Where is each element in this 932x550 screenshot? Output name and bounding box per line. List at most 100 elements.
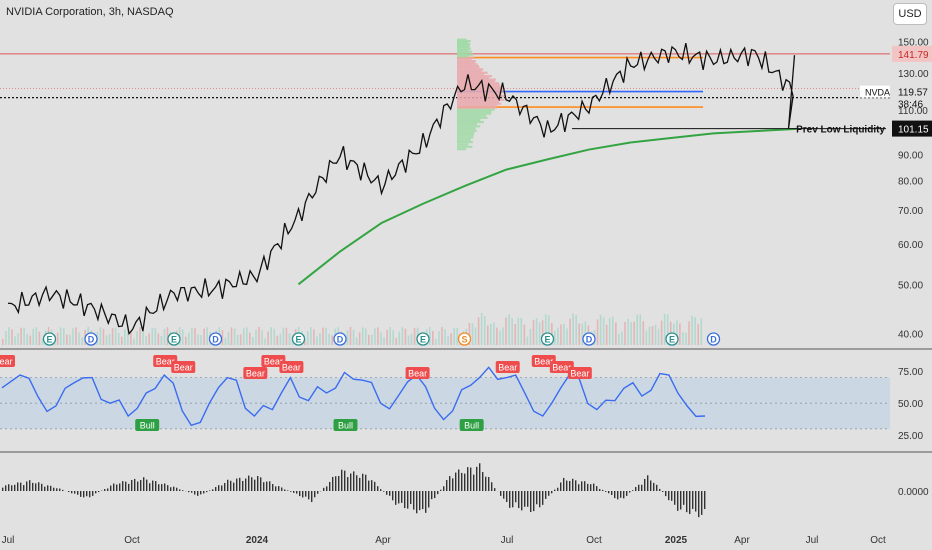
momentum-bar xyxy=(674,491,676,505)
momentum-bar xyxy=(125,481,127,491)
momentum-bar xyxy=(590,484,592,491)
price-axis-tick: 150.00 xyxy=(898,37,929,48)
volume-bar xyxy=(166,327,169,345)
momentum-bar xyxy=(632,490,634,491)
volume-bar xyxy=(618,333,620,345)
volume-profile-bar xyxy=(457,49,469,52)
event-label: S xyxy=(461,335,467,345)
momentum-bar xyxy=(92,491,94,496)
volume-profile-bar xyxy=(457,64,480,68)
momentum-bar xyxy=(614,491,616,499)
volume-bar xyxy=(493,322,495,345)
signal-label: Bear xyxy=(156,357,175,367)
momentum-bar xyxy=(620,491,622,498)
volume-bar xyxy=(81,337,83,345)
momentum-bar xyxy=(167,485,169,491)
volume-profile-bar xyxy=(457,71,488,74)
volume-profile-bar xyxy=(457,96,500,100)
volume-bar xyxy=(303,338,306,345)
volume-bar xyxy=(346,330,349,345)
momentum-bar xyxy=(395,491,397,505)
volume-bar xyxy=(596,319,599,345)
event-label: E xyxy=(46,335,52,345)
time-axis-tick: 2024 xyxy=(246,535,269,546)
signal-badge xyxy=(333,419,358,431)
volume-bar xyxy=(261,330,263,345)
volume-profile-bar xyxy=(457,55,469,58)
momentum-bar xyxy=(236,478,238,491)
momentum-bar xyxy=(524,491,526,507)
volume-bar xyxy=(685,332,687,345)
momentum-bar xyxy=(20,482,22,491)
volume-bar xyxy=(538,322,541,345)
volume-bar xyxy=(233,328,236,345)
symbol-title: NVIDIA Corporation, 3h, NASDAQ xyxy=(6,6,174,18)
momentum-bar xyxy=(38,482,40,491)
volume-bar xyxy=(325,327,327,345)
symbol-label-bg xyxy=(860,85,890,98)
time-axis-tick: Apr xyxy=(375,535,391,546)
volume-profile-bar xyxy=(457,53,474,56)
momentum-bar xyxy=(494,488,496,491)
volume-bar xyxy=(221,330,224,345)
currency-button[interactable]: USD xyxy=(893,3,927,25)
volume-bar xyxy=(20,327,22,345)
momentum-bar xyxy=(341,469,343,491)
volume-profile-bar xyxy=(457,85,502,88)
momentum-bar xyxy=(692,491,694,509)
volume-bar xyxy=(383,337,385,345)
volume-bar xyxy=(194,328,196,345)
volume-bar xyxy=(355,337,358,345)
signal-badge xyxy=(171,361,196,373)
volume-bar xyxy=(639,314,642,345)
volume-profile-bar xyxy=(457,47,471,50)
time-axis-tick: 2025 xyxy=(665,535,688,546)
momentum-bar xyxy=(170,487,172,491)
time-axis-tick: Jul xyxy=(501,535,514,546)
volume-bar xyxy=(148,333,150,345)
momentum-bar xyxy=(596,486,598,491)
volume-bar xyxy=(688,321,690,345)
volume-profile-bar xyxy=(457,60,476,63)
volume-bar xyxy=(181,329,184,345)
volume-profile-bar xyxy=(457,80,495,83)
momentum-bar xyxy=(41,483,43,491)
volume-bar xyxy=(227,332,230,345)
volume-bar xyxy=(120,336,123,345)
price-series xyxy=(7,43,796,336)
volume-bar xyxy=(69,334,71,345)
volume-profile-bar xyxy=(457,106,497,109)
rsi-axis-tick: 25.00 xyxy=(898,431,923,442)
volume-bar xyxy=(395,338,398,345)
volume-bar xyxy=(535,318,538,345)
momentum-bar xyxy=(461,472,463,491)
momentum-bar xyxy=(131,480,133,491)
event-marker xyxy=(42,332,57,346)
volume-bar xyxy=(523,324,526,345)
volume-profile-bar xyxy=(457,108,495,111)
volume-profile-bar xyxy=(457,38,467,41)
momentum-bar xyxy=(266,481,268,491)
momentum-bar xyxy=(107,488,109,491)
momentum-bar xyxy=(215,486,217,491)
volume-bar xyxy=(627,318,629,345)
volume-profile-bar xyxy=(457,56,475,60)
event-label: E xyxy=(171,335,177,345)
volume-bar xyxy=(133,338,135,345)
momentum-bar xyxy=(326,486,328,491)
momentum-bar xyxy=(188,491,190,493)
momentum-bar xyxy=(419,491,421,511)
momentum-bar xyxy=(230,480,232,491)
momentum-bar xyxy=(386,491,388,495)
volume-bar xyxy=(322,327,324,345)
volume-bar xyxy=(319,333,321,345)
volume-bar xyxy=(374,328,376,345)
price-label-bg xyxy=(892,120,932,137)
volume-bar xyxy=(307,330,309,345)
momentum-axis-tick: 0.0000 xyxy=(898,487,929,498)
volume-bar xyxy=(75,327,77,345)
momentum-bar xyxy=(113,483,115,491)
volume-bar xyxy=(151,327,154,345)
momentum-bar xyxy=(602,489,604,491)
